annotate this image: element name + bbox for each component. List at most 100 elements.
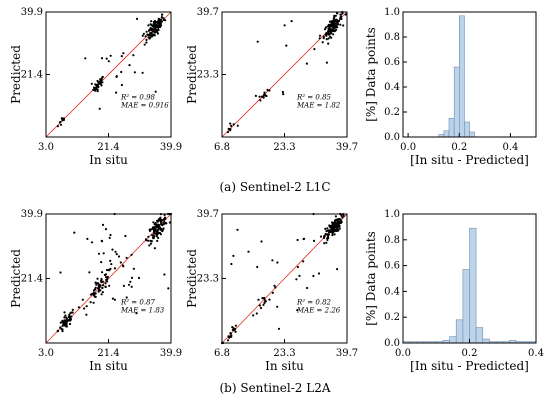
data-point — [159, 216, 162, 219]
data-point — [329, 23, 332, 26]
data-point — [107, 60, 110, 63]
data-point — [109, 267, 112, 270]
data-point — [115, 253, 118, 256]
x-tick-label: 21.4 — [97, 142, 119, 153]
data-point — [266, 88, 269, 91]
data-point — [262, 303, 265, 306]
data-point — [324, 232, 327, 236]
data-point — [325, 38, 328, 41]
data-point — [296, 265, 299, 269]
data-point — [290, 20, 293, 23]
data-point — [336, 268, 339, 271]
y-tick-label: 0.4 — [384, 286, 400, 297]
data-point — [145, 38, 148, 42]
data-point — [322, 35, 325, 38]
data-point — [264, 300, 267, 303]
data-point — [94, 87, 97, 91]
data-point — [324, 227, 327, 230]
data-point — [285, 44, 288, 47]
data-point — [333, 221, 337, 224]
data-point — [84, 57, 87, 60]
x-axis-label: In situ — [89, 153, 128, 167]
figure-caption: (a) Sentinel-2 L1C — [220, 180, 331, 194]
data-point — [156, 226, 159, 229]
data-point — [232, 327, 235, 330]
y-axis-label: Predicted — [9, 249, 23, 308]
data-point — [119, 261, 122, 264]
mae-label: MAE = 1.82 — [296, 102, 341, 110]
data-point — [256, 265, 259, 269]
data-points — [56, 212, 173, 333]
data-point — [153, 31, 157, 34]
y-tick-label: 1.0 — [384, 7, 400, 18]
data-point — [334, 18, 338, 21]
data-point — [105, 57, 108, 60]
data-point — [330, 227, 333, 230]
data-point — [340, 15, 343, 18]
data-point — [277, 327, 281, 330]
histogram-bar — [453, 66, 460, 138]
histogram-bar — [449, 336, 457, 344]
data-point — [147, 239, 150, 242]
data-point — [149, 23, 152, 26]
data-point — [100, 261, 103, 264]
data-point — [324, 26, 327, 29]
data-point — [154, 229, 158, 232]
r-squared-label: R² = 0.82 — [296, 298, 332, 306]
data-point — [153, 230, 156, 233]
data-point — [59, 271, 62, 274]
data-point — [63, 311, 66, 314]
data-point — [132, 54, 135, 57]
data-point — [331, 30, 334, 33]
data-point — [129, 280, 132, 283]
x-axis-label: [In situ - Predicted] — [410, 359, 529, 373]
data-point — [148, 228, 151, 231]
data-point — [268, 89, 271, 92]
data-point — [122, 284, 125, 287]
data-point — [106, 277, 109, 280]
x-tick-label: 0.4 — [528, 348, 544, 359]
data-point — [92, 88, 96, 91]
data-point — [340, 220, 343, 224]
y-axis-label: Predicted — [185, 45, 199, 104]
histogram-bar — [469, 227, 477, 344]
data-point — [333, 225, 336, 228]
data-point — [337, 222, 341, 226]
figure-caption: (b) Sentinel-2 L2A — [219, 381, 330, 395]
data-point — [318, 37, 321, 40]
x-tick-label: 39.7 — [336, 142, 358, 153]
data-point — [342, 214, 345, 217]
data-point — [59, 123, 63, 126]
data-point — [96, 88, 99, 91]
data-point — [338, 227, 341, 230]
data-point — [344, 13, 347, 16]
data-point — [68, 322, 72, 326]
data-point — [232, 254, 235, 257]
data-point — [161, 13, 164, 16]
x-tick-label: 0.0 — [400, 142, 416, 153]
data-point — [93, 288, 96, 291]
data-point — [155, 29, 158, 32]
data-point — [159, 227, 162, 230]
data-point — [318, 34, 322, 37]
data-point — [271, 291, 274, 294]
data-point — [135, 312, 138, 315]
data-point — [331, 20, 334, 23]
data-point — [303, 237, 306, 240]
data-point — [158, 24, 161, 27]
data-point — [264, 94, 267, 97]
data-point — [159, 233, 162, 236]
data-point — [326, 233, 329, 236]
y-axis-label: Predicted — [9, 45, 23, 104]
data-point — [332, 223, 336, 226]
data-point — [326, 25, 329, 28]
data-point — [159, 228, 162, 231]
histogram-bar — [469, 131, 475, 138]
x-tick-label: 6.8 — [214, 348, 230, 359]
y-tick-label: 0.6 — [384, 57, 400, 68]
data-point — [56, 330, 59, 333]
data-point — [127, 283, 131, 286]
data-point — [60, 117, 64, 120]
data-point — [330, 36, 333, 39]
data-point — [332, 33, 335, 36]
